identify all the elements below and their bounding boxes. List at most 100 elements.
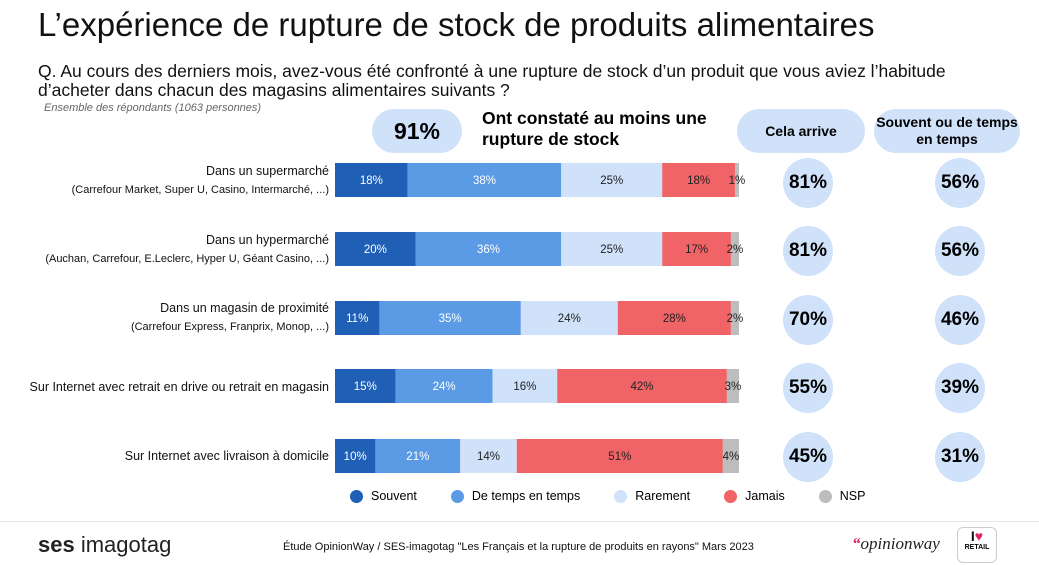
bar-data-label: 3%: [725, 381, 742, 393]
bar-data-label: 36%: [477, 244, 500, 256]
opinionway-logo: “opinionway: [852, 534, 940, 554]
heart-icon: I♥: [970, 528, 984, 544]
legend-dot: [614, 489, 628, 503]
bar-data-label: 2%: [727, 244, 744, 256]
bar-segment-jamais: [617, 301, 731, 335]
source-note: Étude OpinionWay / SES-imagotag "Les Fra…: [283, 541, 754, 553]
bar-segment-rarement: [561, 163, 663, 197]
footer-divider: [0, 521, 1039, 522]
souvent-temps-value: 56%: [935, 158, 985, 208]
bar-data-label: 24%: [433, 381, 456, 393]
bar-segment-souvent: [335, 232, 416, 266]
bar-data-label: 18%: [687, 175, 710, 187]
bar-data-label: 51%: [608, 451, 631, 463]
bar-segment-de-temps-en-temps: [379, 301, 521, 335]
row-label-proximite: Dans un magasin de proximité (Carrefour …: [131, 299, 329, 337]
bar-segment-souvent: [335, 301, 380, 335]
ses-imagotag-logo: ses imagotag: [38, 532, 171, 558]
bar-segment-nsp: [722, 439, 739, 473]
i-love-retail-badge: I♥ RETAIL: [957, 527, 997, 563]
legend-label: Jamais: [745, 489, 785, 503]
bar-data-label: 38%: [473, 175, 496, 187]
row-label-main: Dans un supermarché: [206, 164, 329, 178]
souvent-temps-value: 31%: [935, 432, 985, 482]
row-label-main: Sur Internet avec livraison à domicile: [124, 449, 329, 463]
page-title: L’expérience de rupture de stock de prod…: [38, 6, 875, 43]
row-label-drive: Sur Internet avec retrait en drive ou re…: [30, 378, 329, 397]
chart-legend: Souvent De temps en temps Rarement Jamai…: [350, 489, 899, 503]
bar-data-label: 4%: [723, 451, 740, 463]
bar-segment-de-temps-en-temps: [375, 439, 461, 473]
bar-data-label: 17%: [685, 244, 708, 256]
legend-label: De temps en temps: [471, 489, 581, 503]
bar-segment-rarement: [561, 232, 663, 266]
bar-data-label: 25%: [600, 175, 623, 187]
row-label-supermarche: Dans un supermarché (Carrefour Market, S…: [72, 162, 329, 200]
base-note: Ensemble des répondants (1063 personnes): [44, 102, 262, 114]
row-label-hypermarche: Dans un hypermarché (Auchan, Carrefour, …: [45, 231, 329, 269]
souvent-temps-value: 39%: [935, 363, 985, 413]
bar-segment-de-temps-en-temps: [415, 232, 562, 266]
bar-segment-rarement: [520, 301, 618, 335]
bar-segment-souvent: [335, 439, 376, 473]
logo-rest: imagotag: [74, 532, 172, 557]
bar-segment-nsp: [734, 163, 739, 197]
legend-dot: [350, 489, 363, 503]
row-label-sub: (Auchan, Carrefour, E.Leclerc, Hyper U, …: [45, 253, 329, 265]
cela-arrive-value: 70%: [783, 295, 833, 345]
row-label-livraison: Sur Internet avec livraison à domicile: [125, 447, 329, 466]
bar-data-label: 16%: [513, 381, 536, 393]
legend-item-jamais: Jamais: [724, 489, 785, 503]
row-label-sub: (Carrefour Express, Franprix, Monop, ...…: [130, 321, 329, 333]
bar-segment-rarement: [460, 439, 517, 473]
legend-dot: [450, 489, 464, 503]
badge-text: RETAIL: [964, 544, 990, 551]
souvent-temps-value: 46%: [935, 295, 985, 345]
bar-segment-rarement: [492, 369, 558, 403]
bar-segment-nsp: [730, 232, 739, 266]
legend-item-souvent: Souvent: [350, 489, 417, 503]
cela-arrive-value: 81%: [783, 226, 833, 276]
bar-data-label: 24%: [558, 313, 581, 325]
col2-header: Souvent ou de temps en temps: [874, 109, 1020, 153]
souvent-temps-value: 56%: [935, 226, 985, 276]
bar-data-label: 15%: [354, 381, 377, 393]
bar-segment-jamais: [557, 369, 727, 403]
legend-dot: [724, 489, 738, 503]
bar-data-label: 21%: [406, 451, 429, 463]
bar-data-label: 18%: [360, 175, 383, 187]
row-label-main: Dans un magasin de proximité: [160, 301, 329, 315]
logo-quote: “: [852, 534, 861, 553]
bar-data-label: 11%: [346, 313, 368, 325]
bar-data-label: 20%: [364, 244, 387, 256]
bar-data-label: 28%: [663, 313, 686, 325]
legend-item-rarement: Rarement: [614, 489, 690, 503]
bar-segment-de-temps-en-temps: [395, 369, 493, 403]
headline-value-pill: 91%: [372, 109, 462, 153]
headline-text: Ont constaté au moins une rupture de sto…: [482, 108, 707, 149]
bar-segment-souvent: [335, 369, 396, 403]
legend-item-nsp: NSP: [818, 489, 866, 503]
cela-arrive-value: 45%: [783, 432, 833, 482]
bar-segment-souvent: [335, 163, 408, 197]
bar-data-label: 10%: [344, 451, 367, 463]
bar-data-label: 42%: [631, 381, 654, 393]
cela-arrive-value: 55%: [783, 363, 833, 413]
legend-label: Souvent: [371, 489, 417, 503]
col1-header: Cela arrive: [737, 109, 865, 153]
bar-data-label: 35%: [439, 313, 462, 325]
legend-item-de-temps-en-temps: De temps en temps: [450, 489, 581, 503]
bar-data-label: 25%: [600, 244, 623, 256]
bar-data-label: 2%: [727, 313, 744, 325]
legend-label: NSP: [839, 489, 866, 503]
cela-arrive-value: 81%: [783, 158, 833, 208]
logo-bold: ses: [38, 532, 75, 557]
bar-segment-nsp: [726, 369, 739, 403]
row-label-main: Sur Internet avec retrait en drive ou re…: [29, 380, 329, 394]
bar-data-label: 14%: [477, 451, 500, 463]
row-label-main: Dans un hypermarché: [206, 233, 329, 247]
survey-question: Q. Au cours des derniers mois, avez-vous…: [38, 61, 946, 100]
bar-segment-de-temps-en-temps: [407, 163, 562, 197]
bar-segment-nsp: [730, 301, 739, 335]
